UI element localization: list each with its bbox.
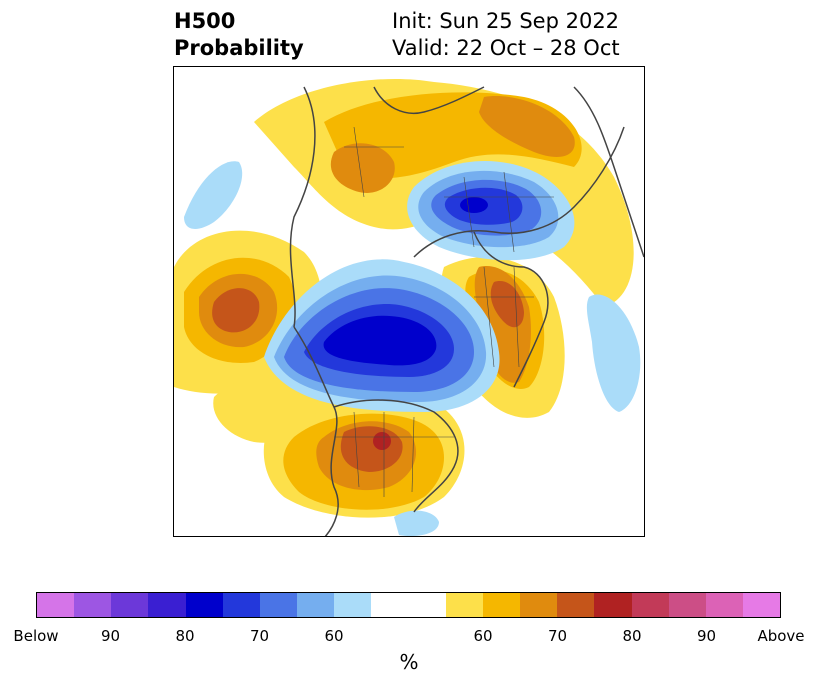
colorbar-segment (111, 593, 149, 617)
core-europe (490, 281, 524, 328)
forecast-times: Init: Sun 25 Sep 2022 Valid: 22 Oct – 28… (392, 8, 620, 62)
deep-core-canada (323, 315, 437, 366)
dkorange-canada (330, 143, 395, 193)
lightblue-pacific (184, 161, 243, 229)
above-normal-core (212, 281, 524, 472)
colorbar-segment (222, 593, 260, 617)
colorbar-segment (408, 593, 446, 617)
colorbar-segment (37, 593, 75, 617)
colorbar-segment (742, 593, 781, 617)
colorbar-unit: % (399, 650, 419, 674)
borders (334, 126, 554, 497)
colorbar-segment (297, 593, 335, 617)
colorbar-tick-label: 70 (547, 627, 568, 645)
colorbar-segment (594, 593, 632, 617)
deep-core-siberia (460, 197, 488, 213)
map-canvas (174, 78, 644, 536)
colorbar-tick-label: 80 (622, 627, 642, 645)
colorbar-segment (520, 593, 558, 617)
lightblue-atlantic (394, 510, 439, 536)
below-normal-core (304, 187, 523, 377)
colorbar-segment (185, 593, 223, 617)
colorbar-segment (148, 593, 186, 617)
dkorange-arctic (479, 96, 575, 157)
colorbar-tick-label: 60 (473, 627, 493, 645)
variable-label: H500 (174, 9, 236, 33)
probability-map[interactable] (173, 66, 645, 537)
colorbar-segment (557, 593, 595, 617)
max-core-usa (373, 432, 391, 450)
coastlines (289, 86, 644, 536)
core-pacific (212, 288, 260, 333)
lightblue-asia (586, 294, 641, 412)
colorbar-tick-label: Above (757, 627, 805, 645)
colorbar-tick-label: 70 (249, 627, 270, 645)
product-label: Probability (174, 36, 304, 60)
colorbar-tick-label: 90 (696, 627, 717, 645)
colorbar-tick-label: Below (13, 627, 59, 645)
init-time: Init: Sun 25 Sep 2022 (392, 9, 620, 33)
colorbar-segment (705, 593, 743, 617)
colorbar-segment (668, 593, 706, 617)
colorbar-segment (482, 593, 521, 617)
valid-time: Valid: 22 Oct – 28 Oct (392, 36, 620, 60)
colorbar-tick-label: 60 (324, 627, 344, 645)
colorbar-tick-label: 80 (175, 627, 195, 645)
probability-colorbar (36, 592, 781, 618)
colorbar-segment (371, 593, 409, 617)
colorbar-segment (445, 593, 483, 617)
colorbar-segment (74, 593, 112, 617)
map-title: H500 Probability (174, 8, 304, 62)
colorbar-tick-label: 90 (100, 627, 121, 645)
above-region-atlantic (213, 374, 316, 443)
colorbar-segment (259, 593, 298, 617)
colorbar-segment (631, 593, 669, 617)
colorbar-segment (334, 593, 372, 617)
